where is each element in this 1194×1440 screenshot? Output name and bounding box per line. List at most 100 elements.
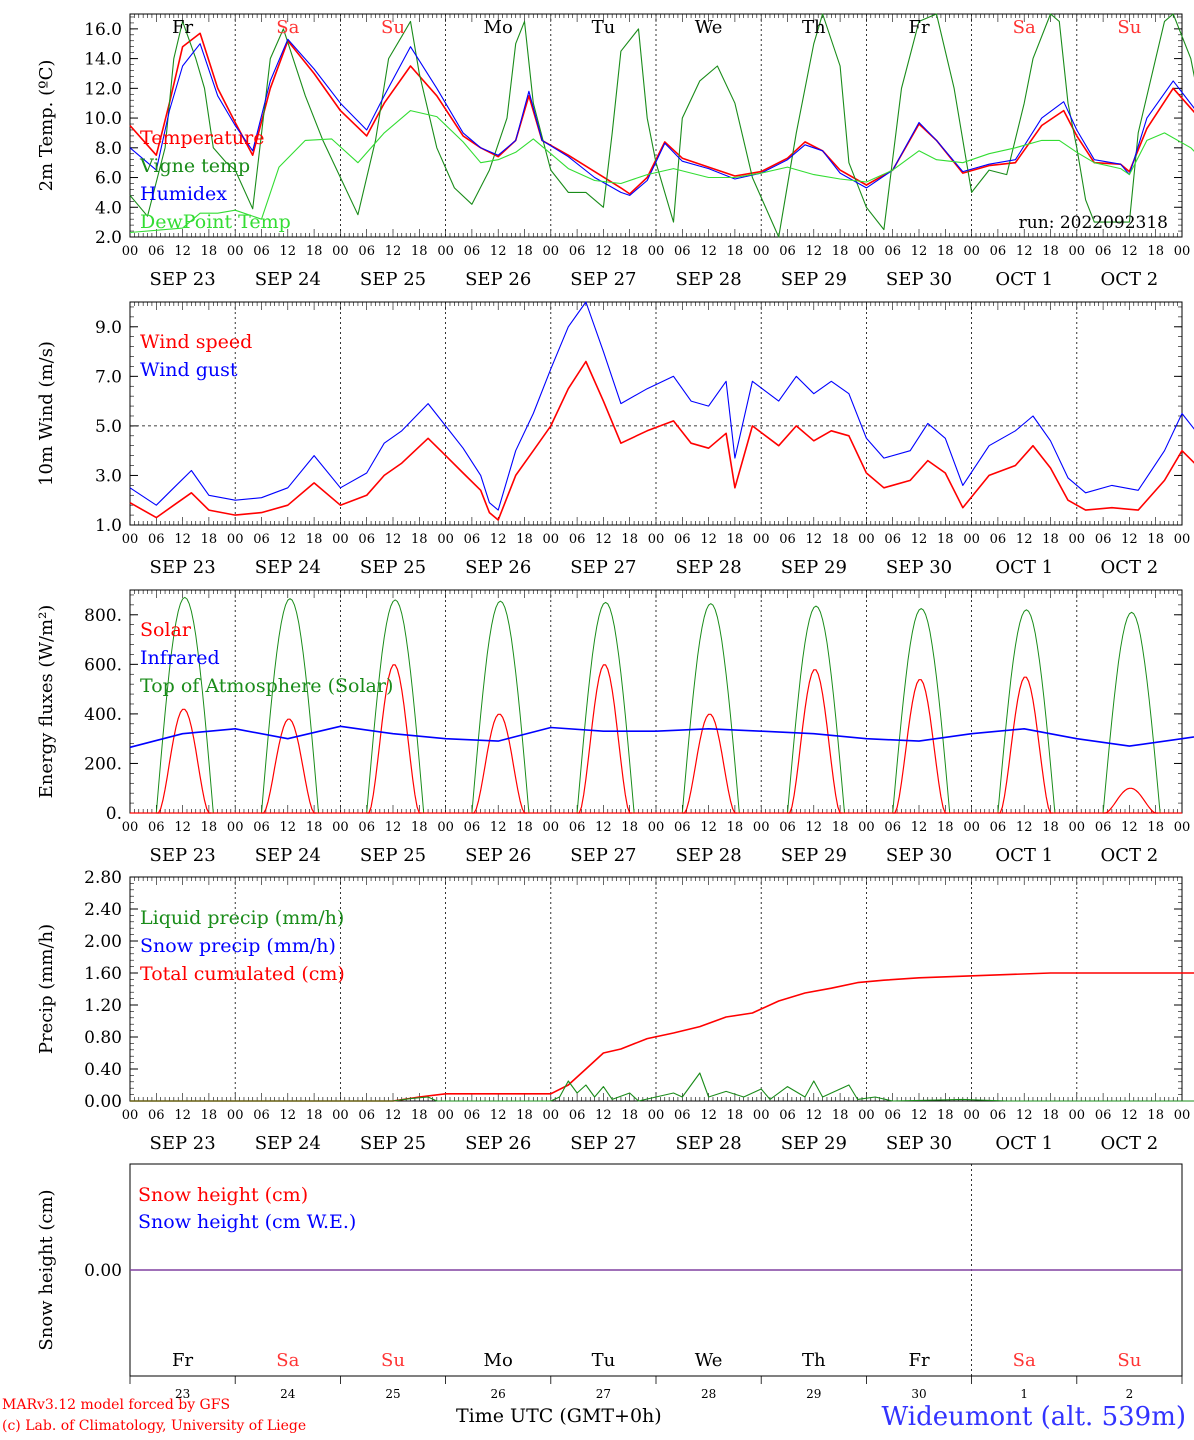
series-temperature	[129, 32, 1194, 195]
weekday-label: Mo	[484, 17, 513, 38]
x-tick-label: 00	[1069, 532, 1086, 547]
y-tick-label: 0.00	[84, 1092, 122, 1112]
weekday-label: Sa	[276, 17, 299, 38]
x-tick-label: 12	[806, 532, 823, 547]
date-label: SEP 28	[675, 557, 741, 578]
toa-solar-curve	[467, 600, 530, 814]
x-tick-label: 12	[700, 532, 717, 547]
date-label: SEP 24	[255, 1133, 321, 1154]
date-label: OCT 1	[995, 1133, 1053, 1154]
x-tick-label: 12	[911, 1108, 928, 1123]
x-tick-label: 18	[201, 532, 218, 547]
x-tick-label: 18	[621, 820, 638, 835]
y-tick-label: 0.00	[84, 1261, 122, 1281]
weekday-label: Su	[1117, 1350, 1141, 1371]
x-tick-label: 18	[516, 1108, 533, 1123]
y-tick-label: 200.	[84, 754, 122, 774]
x-tick-label: 00	[122, 532, 139, 547]
x-tick-label: 06	[253, 244, 270, 259]
x-tick-label: 12	[1016, 820, 1033, 835]
x-tick-label: 00	[963, 244, 980, 259]
x-tick-label: 00	[1069, 244, 1086, 259]
date-label: SEP 25	[360, 1133, 426, 1154]
y-axis-label: 2m Temp. (ºC)	[36, 60, 57, 192]
x-tick-label: 06	[884, 532, 901, 547]
y-tick-label: 2.80	[84, 868, 122, 888]
solar-curve	[577, 664, 632, 814]
x-tick-label: 18	[411, 532, 428, 547]
x-tick-label: 18	[937, 820, 954, 835]
y-tick-label: 6.0	[95, 169, 122, 189]
date-label: SEP 24	[255, 557, 321, 578]
solar-curve	[682, 713, 738, 814]
x-tick-label: 00	[1174, 1108, 1191, 1123]
date-label: SEP 30	[886, 269, 952, 290]
x-tick-label: 18	[727, 532, 744, 547]
date-label: SEP 27	[570, 845, 636, 866]
toa-solar-curve	[572, 601, 635, 814]
x-tick-label: 18	[306, 820, 323, 835]
temp-legend-entry: Vigne temp	[139, 155, 250, 177]
date-label: SEP 27	[570, 557, 636, 578]
x-tick-label: 18	[306, 244, 323, 259]
y-tick-label: 14.0	[84, 50, 122, 70]
y-tick-label: 8.0	[95, 139, 122, 159]
x-tick-label: 00	[858, 244, 875, 259]
x-tick-label: 06	[990, 532, 1007, 547]
date-label: SEP 29	[781, 269, 847, 290]
x-tick-label: 00	[1174, 244, 1191, 259]
wind-legend-entry: Wind gust	[140, 359, 238, 381]
weekday-label: Su	[381, 1350, 405, 1371]
weekday-label: Tu	[592, 1350, 616, 1371]
x-tick-label: 12	[1121, 244, 1138, 259]
x-tick-label: 18	[516, 532, 533, 547]
x-tick-label: 00	[753, 1108, 770, 1123]
x-tick-label: 12	[1121, 1108, 1138, 1123]
x-tick-label: 12	[700, 244, 717, 259]
chart-panel-4: 00 06 12 18 SEP 23 00 06 12 18 SEP 24 00 06 12 18 SEP …	[36, 868, 1194, 1154]
x-tick-label: 00	[963, 1108, 980, 1123]
series-liquid-precip-mm-h-	[130, 1072, 1194, 1102]
x-tick-label: 06	[674, 244, 691, 259]
series-total-cumulated-cm-	[130, 972, 1194, 1102]
date-label: SEP 24	[255, 845, 321, 866]
date-label: OCT 2	[1101, 845, 1159, 866]
x-tick-label: 12	[174, 532, 191, 547]
y-axis-label: 10m Wind (m/s)	[36, 341, 57, 486]
date-label: SEP 26	[465, 845, 531, 866]
solar-curve	[366, 664, 422, 814]
x-tick-label: 18	[832, 1108, 849, 1123]
temp-legend-entry: Temperature	[140, 127, 264, 149]
solar-curve	[261, 718, 317, 814]
x-tick-label: 12	[595, 532, 612, 547]
x-tick-label: 12	[280, 244, 297, 259]
date-label: OCT 1	[995, 557, 1053, 578]
x-tick-label: 06	[569, 1108, 586, 1123]
series-wind-speed	[129, 360, 1194, 521]
date-label: SEP 25	[360, 557, 426, 578]
y-axis-label: Snow height (cm)	[36, 1189, 57, 1350]
run-label: run: 2022092318	[1019, 213, 1168, 233]
x-tick-label: 00	[858, 820, 875, 835]
x-tick-label: 06	[569, 244, 586, 259]
x-tick-label: 12	[490, 532, 507, 547]
temp-legend-entry: DewPoint Temp	[140, 211, 291, 233]
x-tick-label: 06	[1095, 244, 1112, 259]
y-tick-label: 4.0	[95, 198, 122, 218]
day-number-label: 28	[701, 1387, 716, 1401]
x-tick-label: 18	[411, 1108, 428, 1123]
date-label: SEP 30	[886, 557, 952, 578]
x-tick-label: 00	[543, 244, 560, 259]
x-tick-label: 00	[858, 532, 875, 547]
weekday-label: Sa	[1013, 1350, 1036, 1371]
series-wind-gust	[129, 301, 1194, 511]
y-axis-label: Energy fluxes (W/m²)	[36, 605, 57, 799]
date-label: SEP 26	[465, 557, 531, 578]
y-tick-label: 3.0	[95, 466, 122, 486]
solar-curve	[1103, 787, 1158, 814]
x-tick-label: 12	[806, 1108, 823, 1123]
day-number-label: 30	[911, 1387, 926, 1401]
x-tick-label: 00	[753, 820, 770, 835]
toa-solar-curve	[257, 598, 319, 814]
x-tick-label: 18	[1147, 532, 1164, 547]
